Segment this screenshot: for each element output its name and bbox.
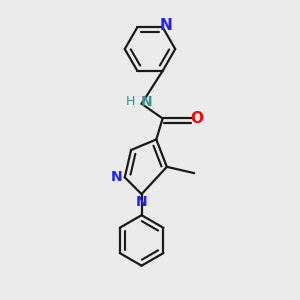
Text: N: N xyxy=(160,18,172,33)
Text: O: O xyxy=(190,111,204,126)
Text: H: H xyxy=(126,95,135,108)
Text: N: N xyxy=(110,170,122,184)
Text: N: N xyxy=(136,195,147,209)
Text: N: N xyxy=(141,94,152,109)
